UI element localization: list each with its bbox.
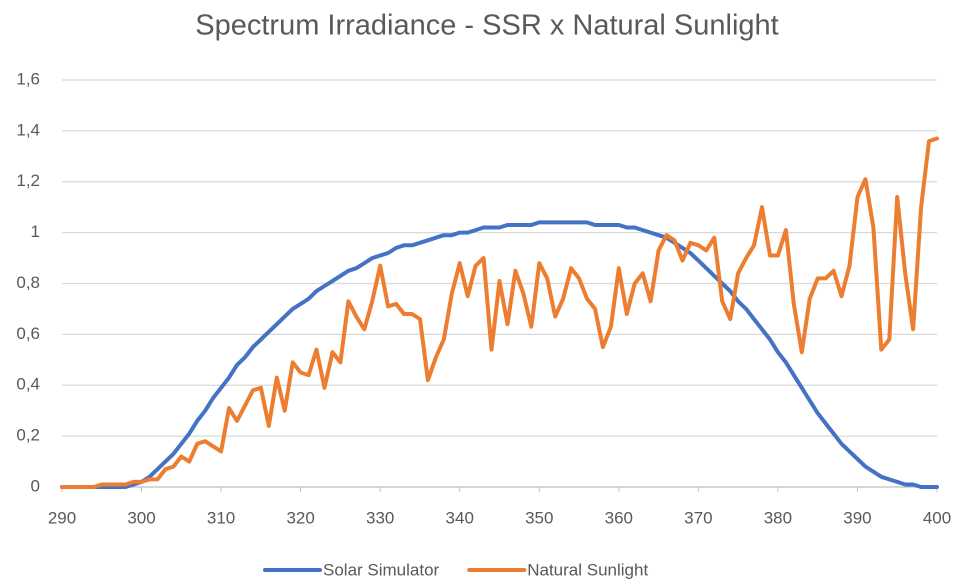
x-tick-label: 400 [923, 508, 951, 527]
y-tick-label: 1,4 [16, 120, 40, 139]
x-tick-label: 290 [48, 508, 76, 527]
series-line [60, 220, 939, 489]
x-tick-label: 300 [127, 508, 155, 527]
legend-label: Natural Sunlight [527, 560, 648, 579]
y-tick-label: 0 [31, 476, 40, 495]
y-tick-label: 1 [31, 222, 40, 241]
y-tick-label: 1,6 [16, 69, 40, 88]
y-tick-label: 0,8 [16, 273, 40, 292]
y-tick-label: 0,6 [16, 324, 40, 343]
x-tick-label: 320 [286, 508, 314, 527]
x-tick-label: 360 [605, 508, 633, 527]
x-tick-label: 310 [207, 508, 235, 527]
x-tick-label: 340 [446, 508, 474, 527]
chart-title: Spectrum Irradiance - SSR x Natural Sunl… [195, 10, 778, 42]
x-tick-label: 380 [764, 508, 792, 527]
y-tick-label: 1,2 [16, 171, 40, 190]
x-tick-label: 350 [525, 508, 553, 527]
y-tick-label: 0,4 [16, 375, 40, 394]
series-line [60, 136, 939, 489]
x-tick-label: 330 [366, 508, 394, 527]
legend-label: Solar Simulator [323, 560, 440, 579]
y-tick-label: 0,2 [16, 426, 40, 445]
x-tick-label: 390 [843, 508, 871, 527]
x-tick-label: 370 [684, 508, 712, 527]
